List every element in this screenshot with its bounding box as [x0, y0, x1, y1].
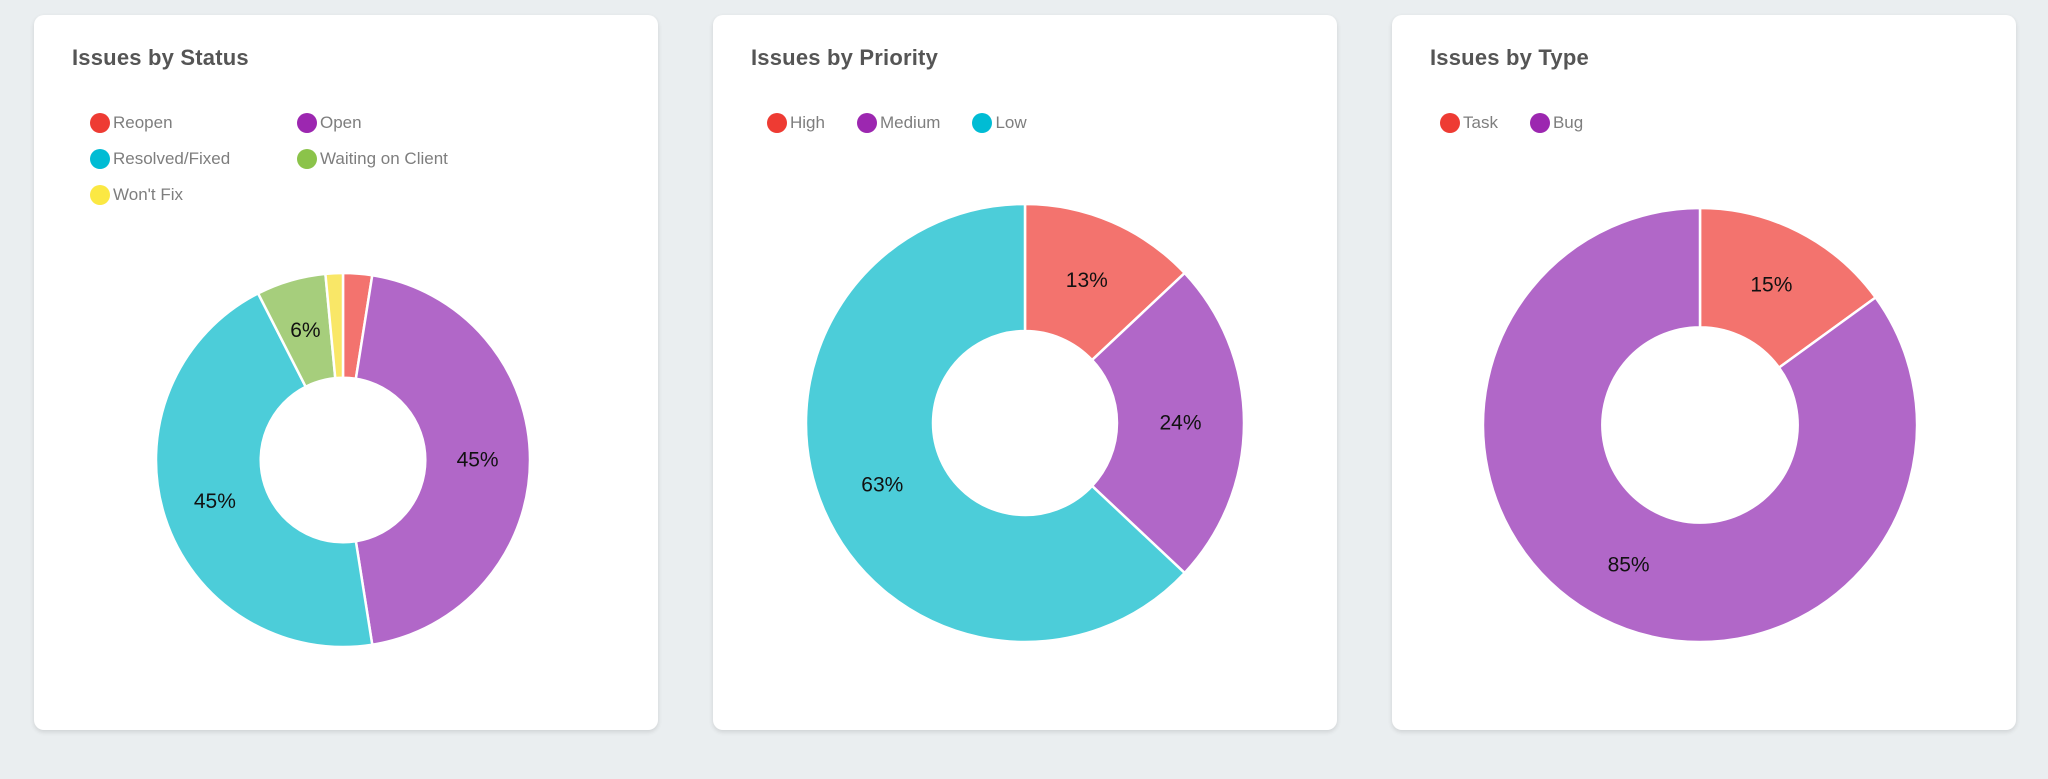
slice-medium[interactable] — [1090, 271, 1246, 575]
slice-percent-label: 45% — [457, 449, 499, 472]
slice-bug[interactable] — [1481, 206, 1919, 644]
slice-percent-label: 45% — [194, 490, 236, 513]
legend-label: Resolved/Fixed — [113, 149, 231, 168]
slice-percent-label: 85% — [1608, 554, 1650, 577]
chart-title: Issues by Status — [72, 45, 249, 70]
legend-marker-icon — [90, 185, 110, 205]
legend-label: Open — [320, 113, 362, 132]
legend-item-waiting-on-client[interactable]: Waiting on Client — [297, 145, 448, 173]
legend-marker-icon — [90, 113, 110, 133]
donut-chart: 13% 24% 63% — [804, 202, 1246, 644]
legend-marker-icon — [297, 149, 317, 169]
legend-marker-icon — [1529, 113, 1550, 133]
legend-label: Task — [1463, 113, 1498, 132]
legend-label: Waiting on Client — [320, 149, 448, 168]
legend-item-open[interactable]: Open — [297, 109, 448, 137]
slice-resolved-fixed[interactable] — [154, 292, 374, 649]
card-issues-by-status: Issues by Status Reopen Open Resolved/Fixe… — [34, 15, 658, 730]
slice-low[interactable] — [804, 202, 1186, 644]
legend-marker-icon — [767, 113, 787, 133]
chart-legend: Reopen Open Resolved/Fixed Waiting on Clien… — [90, 109, 448, 209]
chart-title: Issues by Type — [1430, 45, 1589, 70]
legend-marker-icon — [1440, 113, 1460, 133]
legend-item-reopen[interactable]: Reopen — [90, 109, 297, 137]
slice-won-t-fix[interactable] — [324, 271, 345, 380]
legend-label: Won't Fix — [113, 185, 184, 204]
legend-item-low[interactable]: Low — [972, 109, 1027, 137]
card-issues-by-type: Issues by Type Task Bug 15% 85% — [1392, 15, 2016, 730]
legend-marker-icon — [972, 113, 993, 133]
donut-chart: 15% 85% — [1481, 206, 1919, 644]
slice-percent-label: 63% — [861, 473, 903, 496]
slice-percent-label: 13% — [1066, 269, 1108, 292]
legend-item-medium[interactable]: Medium — [856, 109, 941, 137]
legend-label: Reopen — [113, 113, 173, 132]
slice-percent-label: 15% — [1750, 273, 1792, 296]
legend-item-high[interactable]: High — [767, 109, 825, 137]
legend-marker-icon — [90, 149, 110, 169]
legend-item-task[interactable]: Task — [1440, 109, 1498, 137]
legend-label: High — [790, 113, 825, 132]
legend-item-won-t-fix[interactable]: Won't Fix — [90, 181, 297, 209]
donut-chart: 45% 45% 6% — [154, 271, 532, 649]
legend-item-resolved-fixed[interactable]: Resolved/Fixed — [90, 145, 297, 173]
slice-high[interactable] — [1023, 202, 1186, 362]
slice-percent-label: 24% — [1159, 412, 1201, 435]
legend-marker-icon — [297, 113, 317, 133]
chart-legend: Task Bug — [1440, 109, 1583, 137]
legend-label: Bug — [1552, 113, 1584, 132]
legend-label: Low — [995, 113, 1027, 132]
card-issues-by-priority: Issues by Priority High Medium Low 13% 24% 6… — [713, 15, 1337, 730]
chart-title: Issues by Priority — [751, 45, 939, 70]
slice-task[interactable] — [1698, 206, 1877, 369]
slice-open[interactable] — [354, 274, 532, 646]
legend-marker-icon — [856, 113, 877, 133]
legend-item-bug[interactable]: Bug — [1529, 109, 1584, 137]
slice-percent-label: 6% — [290, 319, 320, 342]
legend-label: Medium — [879, 113, 941, 132]
chart-legend: High Medium Low — [767, 109, 1027, 137]
